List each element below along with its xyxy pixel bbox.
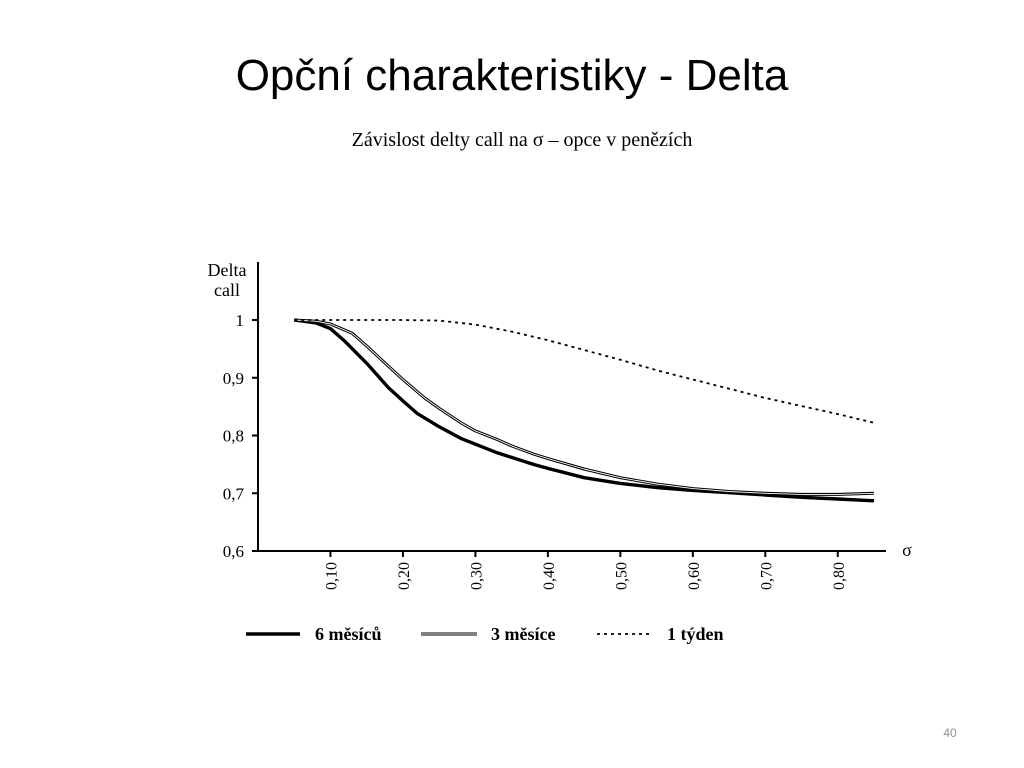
series-line-1-inner (294, 319, 875, 495)
series-line-2 (294, 319, 875, 424)
series-layer (293, 318, 875, 503)
y-axis-title-line: Delta (208, 260, 247, 280)
legend-label: 3 měsíce (491, 624, 555, 644)
y-axis-ticks: 0,6 0,7 0,8 0,9 1 (223, 311, 258, 561)
x-axis-ticks: 0,10 0,20 0,30 0,40 0,50 0,60 0,70 0,80 (323, 551, 848, 590)
page-number: 40 (943, 726, 957, 740)
legend-label: 1 týden (667, 624, 724, 644)
x-tick-label: 0,70 (758, 562, 775, 590)
x-tick-label: 0,20 (396, 562, 413, 590)
y-tick-label: 0,6 (223, 542, 244, 561)
y-tick-label: 0,8 (223, 427, 244, 446)
chart-legend: 6 měsíců 3 měsíce 1 týden (246, 624, 724, 644)
x-tick-label: 0,80 (831, 562, 848, 590)
y-tick-label: 0,7 (223, 484, 245, 503)
slide-title: Opční charakteristiky - Delta (235, 51, 789, 100)
x-tick-label: 0,10 (323, 562, 340, 590)
series-line-0 (293, 318, 875, 503)
x-tick-label: 0,60 (686, 562, 703, 590)
x-tick-label: 0,40 (541, 562, 558, 590)
legend-label: 6 měsíců (315, 624, 382, 644)
y-tick-label: 0,9 (223, 369, 244, 388)
chart-subtitle: Závislost delty call na σ – opce v peněz… (351, 129, 693, 151)
x-axis-title: σ (902, 540, 912, 560)
series-line-1 (294, 318, 875, 496)
x-tick-label: 0,50 (613, 562, 630, 590)
x-tick-label: 0,30 (468, 562, 485, 590)
y-axis-title-line: call (214, 280, 240, 300)
y-tick-label: 1 (236, 311, 245, 330)
